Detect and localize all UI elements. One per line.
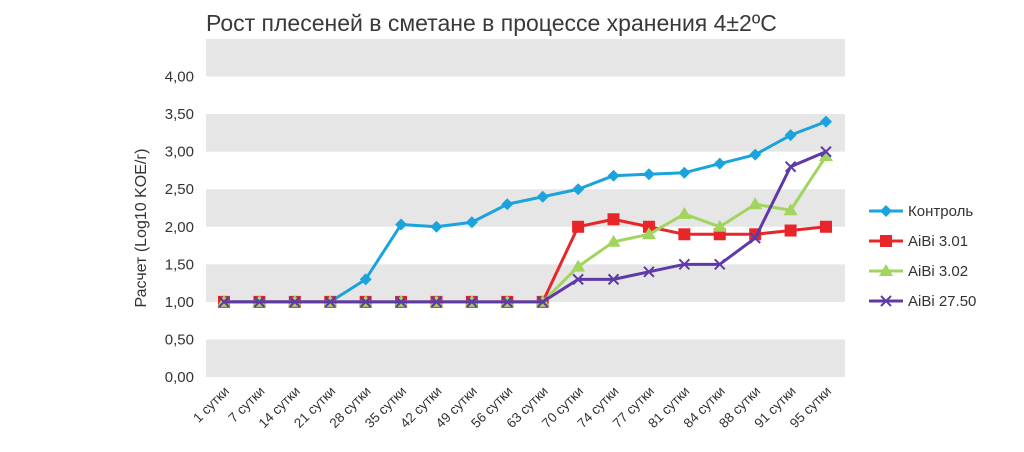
- data-point: [677, 207, 692, 220]
- data-point: [571, 259, 586, 272]
- legend-marker: [880, 295, 892, 307]
- legend-item: AiBi 3.02: [869, 263, 968, 280]
- data-point: [501, 198, 514, 211]
- chart-title: Рост плесеней в сметане в процессе хране…: [206, 10, 777, 36]
- data-point: [359, 296, 372, 308]
- y-tick-label: 0,50: [165, 331, 194, 348]
- y-tick-label: 3,00: [165, 144, 194, 161]
- y-tick-label: 0,00: [165, 369, 194, 386]
- y-tick-label: 3,50: [165, 106, 194, 123]
- data-point: [218, 296, 230, 308]
- series-3: [218, 145, 832, 308]
- data-point: [714, 258, 726, 271]
- data-point: [359, 273, 372, 286]
- y-tick-label: 1,00: [165, 294, 194, 311]
- data-point: [501, 296, 514, 308]
- data-point: [572, 183, 585, 196]
- data-point: [642, 220, 655, 233]
- data-point: [536, 190, 549, 203]
- data-point: [783, 203, 798, 216]
- series-group: [217, 115, 833, 308]
- legend-label: AiBi 3.02: [908, 263, 968, 280]
- y-tick-label: 4,00: [165, 69, 194, 86]
- data-point: [784, 129, 797, 142]
- y-tick-label: 2,00: [165, 219, 194, 236]
- legend-item: Контроль: [869, 203, 973, 220]
- data-point: [430, 220, 443, 233]
- legend-item: AiBi 27.50: [869, 293, 976, 310]
- data-point: [678, 228, 691, 241]
- data-point: [820, 115, 832, 128]
- legend-label: AiBi 27.50: [908, 293, 976, 310]
- y-axis-label: Расчет (Log10 KOE/г): [133, 149, 150, 308]
- data-point: [748, 197, 763, 210]
- data-point: [572, 220, 585, 233]
- grid-band: [206, 114, 845, 152]
- data-point: [642, 168, 655, 181]
- data-point: [749, 232, 761, 244]
- data-point: [820, 220, 832, 233]
- y-tick-label: 1,50: [165, 256, 194, 273]
- grid-band: [206, 189, 845, 227]
- data-point: [784, 160, 797, 173]
- data-point: [607, 169, 620, 182]
- data-point: [253, 296, 266, 308]
- data-point: [395, 218, 408, 231]
- series-line: [224, 150, 827, 304]
- data-point: [607, 213, 620, 226]
- data-point: [641, 227, 656, 240]
- data-point: [536, 296, 549, 308]
- data-point: [749, 148, 762, 161]
- legend-marker: [879, 264, 893, 276]
- legend-marker: [880, 205, 892, 217]
- grid-bands: [206, 39, 845, 377]
- data-point: [713, 157, 726, 170]
- legend-item: AiBi 3.01: [869, 233, 968, 250]
- data-point: [820, 145, 832, 158]
- data-point: [606, 234, 621, 247]
- data-point: [430, 296, 443, 308]
- data-point: [712, 219, 727, 232]
- data-point: [678, 166, 691, 179]
- x-tick-label: 1 сутки: [190, 384, 232, 426]
- data-point: [678, 258, 691, 271]
- legend-label: AiBi 3.01: [908, 233, 968, 250]
- data-point: [643, 266, 655, 278]
- y-tick-label: 2,50: [165, 181, 194, 198]
- data-point: [784, 224, 797, 237]
- data-point: [324, 296, 336, 308]
- legend-marker: [880, 235, 892, 247]
- grid-band: [206, 39, 845, 77]
- data-point: [395, 296, 407, 308]
- data-point: [572, 273, 584, 286]
- data-point: [819, 149, 833, 162]
- grid-band: [206, 264, 845, 302]
- data-point: [465, 216, 478, 229]
- data-point: [289, 296, 301, 308]
- data-point: [607, 273, 620, 286]
- grid-band: [206, 339, 845, 377]
- legend-label: Контроль: [908, 203, 973, 220]
- y-tick-labels: 0,00 0,50 1,00 1,50 2,00 2,50 3,00 3,50 4,00: [165, 69, 194, 386]
- legend: Контроль AiBi 3.01 AiBi 3.02 AiBi 27.50: [869, 203, 976, 310]
- data-point: [466, 296, 478, 308]
